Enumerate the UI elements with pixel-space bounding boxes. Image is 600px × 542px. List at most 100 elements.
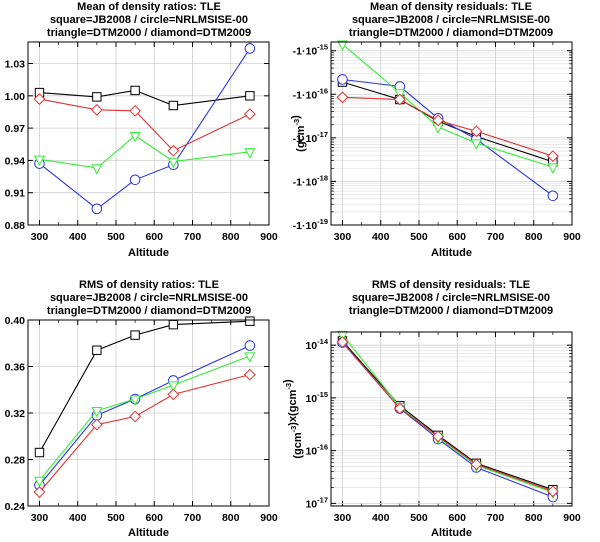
x-tick-label: 900: [260, 231, 278, 243]
data-point-square: [245, 91, 255, 101]
data-point-square: [130, 330, 140, 340]
y-tick-label: -1·10-18: [293, 173, 328, 188]
chart-title-line: triangle=DTM2000 / diamond=DTM2009: [349, 27, 553, 39]
data-point-diamond: [243, 108, 256, 121]
data-point-square: [92, 345, 102, 355]
x-tick-label: 700: [184, 512, 202, 524]
data-point-diamond: [129, 410, 142, 423]
chart-title-line: triangle=DTM2000 / diamond=DTM2009: [47, 305, 251, 317]
x-tick-label: 800: [222, 512, 240, 524]
x-tick-label: 400: [69, 512, 87, 524]
data-point-triangle: [167, 157, 179, 169]
y-tick-label: 0.36: [5, 362, 26, 374]
x-axis-label: Altitude: [431, 527, 472, 539]
data-point-diamond: [432, 430, 445, 443]
chart-title-line: RMS of density ratios: TLE: [79, 279, 219, 291]
x-axis-label: Altitude: [431, 247, 472, 259]
data-point-square: [130, 85, 140, 96]
chart-title-line: square=JB2008 / circle=NRLMSISE-00: [352, 14, 550, 26]
data-point-diamond: [393, 93, 406, 106]
x-tick-label: 600: [448, 512, 466, 524]
chart-title-line: square=JB2008 / circle=NRLMSISE-00: [50, 292, 248, 304]
data-point-diamond: [546, 485, 559, 498]
x-tick-label: 500: [107, 512, 125, 524]
data-point-diamond: [393, 402, 406, 415]
x-tick-label: 500: [107, 231, 125, 243]
plot-frame: [27, 319, 270, 507]
y-tick-label: 0.40: [5, 315, 26, 327]
y-tick-label: 10-15: [305, 390, 328, 405]
data-point-diamond: [90, 418, 103, 431]
series-line-dtm2000: [39, 355, 251, 481]
series-line-jb2008: [39, 89, 250, 107]
x-tick-label: 600: [145, 231, 163, 243]
chart-title-line: square=JB2008 / circle=NRLMSISE-00: [50, 14, 248, 26]
series-line-jb2008: [39, 320, 250, 453]
y-tick-label: 10-16: [305, 443, 328, 458]
chart-title-line: triangle=DTM2000 / diamond=DTM2009: [47, 27, 251, 39]
plot-frame: [330, 41, 573, 226]
data-point-square: [34, 447, 45, 458]
data-point-triangle: [129, 131, 141, 143]
data-point-square: [245, 316, 255, 326]
x-tick-label: 400: [372, 512, 390, 524]
data-point-triangle: [129, 395, 141, 406]
y-tick-label: 0.88: [5, 220, 26, 232]
x-tick-label: 300: [31, 231, 49, 243]
data-point-diamond: [432, 114, 445, 127]
series-line-jb2008: [342, 340, 554, 491]
series-line-nrlmsise-00: [342, 342, 554, 498]
x-tick-label: 600: [448, 231, 466, 243]
data-point-diamond: [546, 150, 559, 163]
data-point-diamond: [90, 103, 103, 116]
y-tick-label: -1·10-16: [293, 86, 328, 101]
y-tick-label: 0.97: [5, 123, 26, 135]
data-point-square: [92, 92, 102, 102]
x-tick-label: 800: [222, 231, 240, 243]
data-point-circle: [244, 340, 256, 351]
chart-panel-2: Mean of density residuals: TLEsquare=JB2…: [290, 1, 581, 259]
x-tick-label: 700: [487, 231, 505, 243]
y-tick-label: 0.24: [5, 501, 26, 513]
data-point-circle: [91, 203, 103, 215]
data-point-triangle: [244, 148, 256, 159]
series-line-dtm2009: [39, 98, 251, 152]
chart-title-line: RMS of density residuals: TLE: [372, 279, 530, 291]
data-point-diamond: [336, 336, 349, 348]
y-tick-label: 1.03: [5, 59, 26, 71]
x-tick-label: 500: [410, 512, 428, 524]
data-point-triangle: [33, 476, 46, 488]
data-point-diamond: [243, 368, 256, 381]
data-point-circle: [337, 74, 348, 85]
x-tick-label: 600: [145, 512, 163, 524]
y-axis-label: (gcm-3): [290, 115, 307, 152]
y-tick-label: -1·10-17: [293, 130, 328, 145]
chart-panel-3: RMS of density ratios: TLEsquare=JB2008 …: [5, 279, 278, 539]
data-point-triangle: [336, 40, 349, 51]
plot-frame: [330, 331, 573, 507]
plot-frame: [27, 41, 270, 226]
chart-title-line: square=JB2008 / circle=NRLMSISE-00: [352, 292, 550, 304]
data-point-diamond: [336, 91, 349, 104]
x-tick-label: 400: [69, 231, 87, 243]
x-tick-label: 900: [563, 231, 581, 243]
y-tick-label: -1·10-19: [293, 217, 328, 232]
x-tick-label: 900: [563, 512, 581, 524]
y-tick-label: 0.32: [5, 408, 26, 420]
y-tick-label: 10-14: [305, 337, 328, 352]
x-tick-label: 300: [31, 512, 49, 524]
y-tick-label: 1.00: [5, 91, 26, 103]
data-point-diamond: [470, 458, 483, 471]
data-point-diamond: [167, 388, 180, 401]
data-point-circle: [547, 190, 559, 202]
y-tick-label: 0.94: [5, 155, 26, 167]
data-point-diamond: [129, 104, 142, 117]
x-axis-label: Altitude: [128, 247, 169, 259]
chart-title-line: Mean of density residuals: TLE: [370, 1, 532, 13]
x-tick-label: 800: [525, 512, 543, 524]
data-point-triangle: [91, 406, 103, 418]
x-tick-label: 300: [334, 231, 352, 243]
data-point-square: [168, 319, 179, 330]
data-point-diamond: [33, 486, 46, 498]
